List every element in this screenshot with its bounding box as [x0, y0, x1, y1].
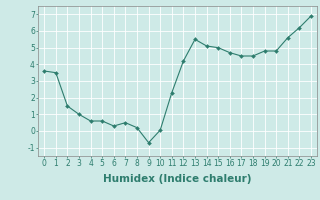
X-axis label: Humidex (Indice chaleur): Humidex (Indice chaleur) — [103, 174, 252, 184]
